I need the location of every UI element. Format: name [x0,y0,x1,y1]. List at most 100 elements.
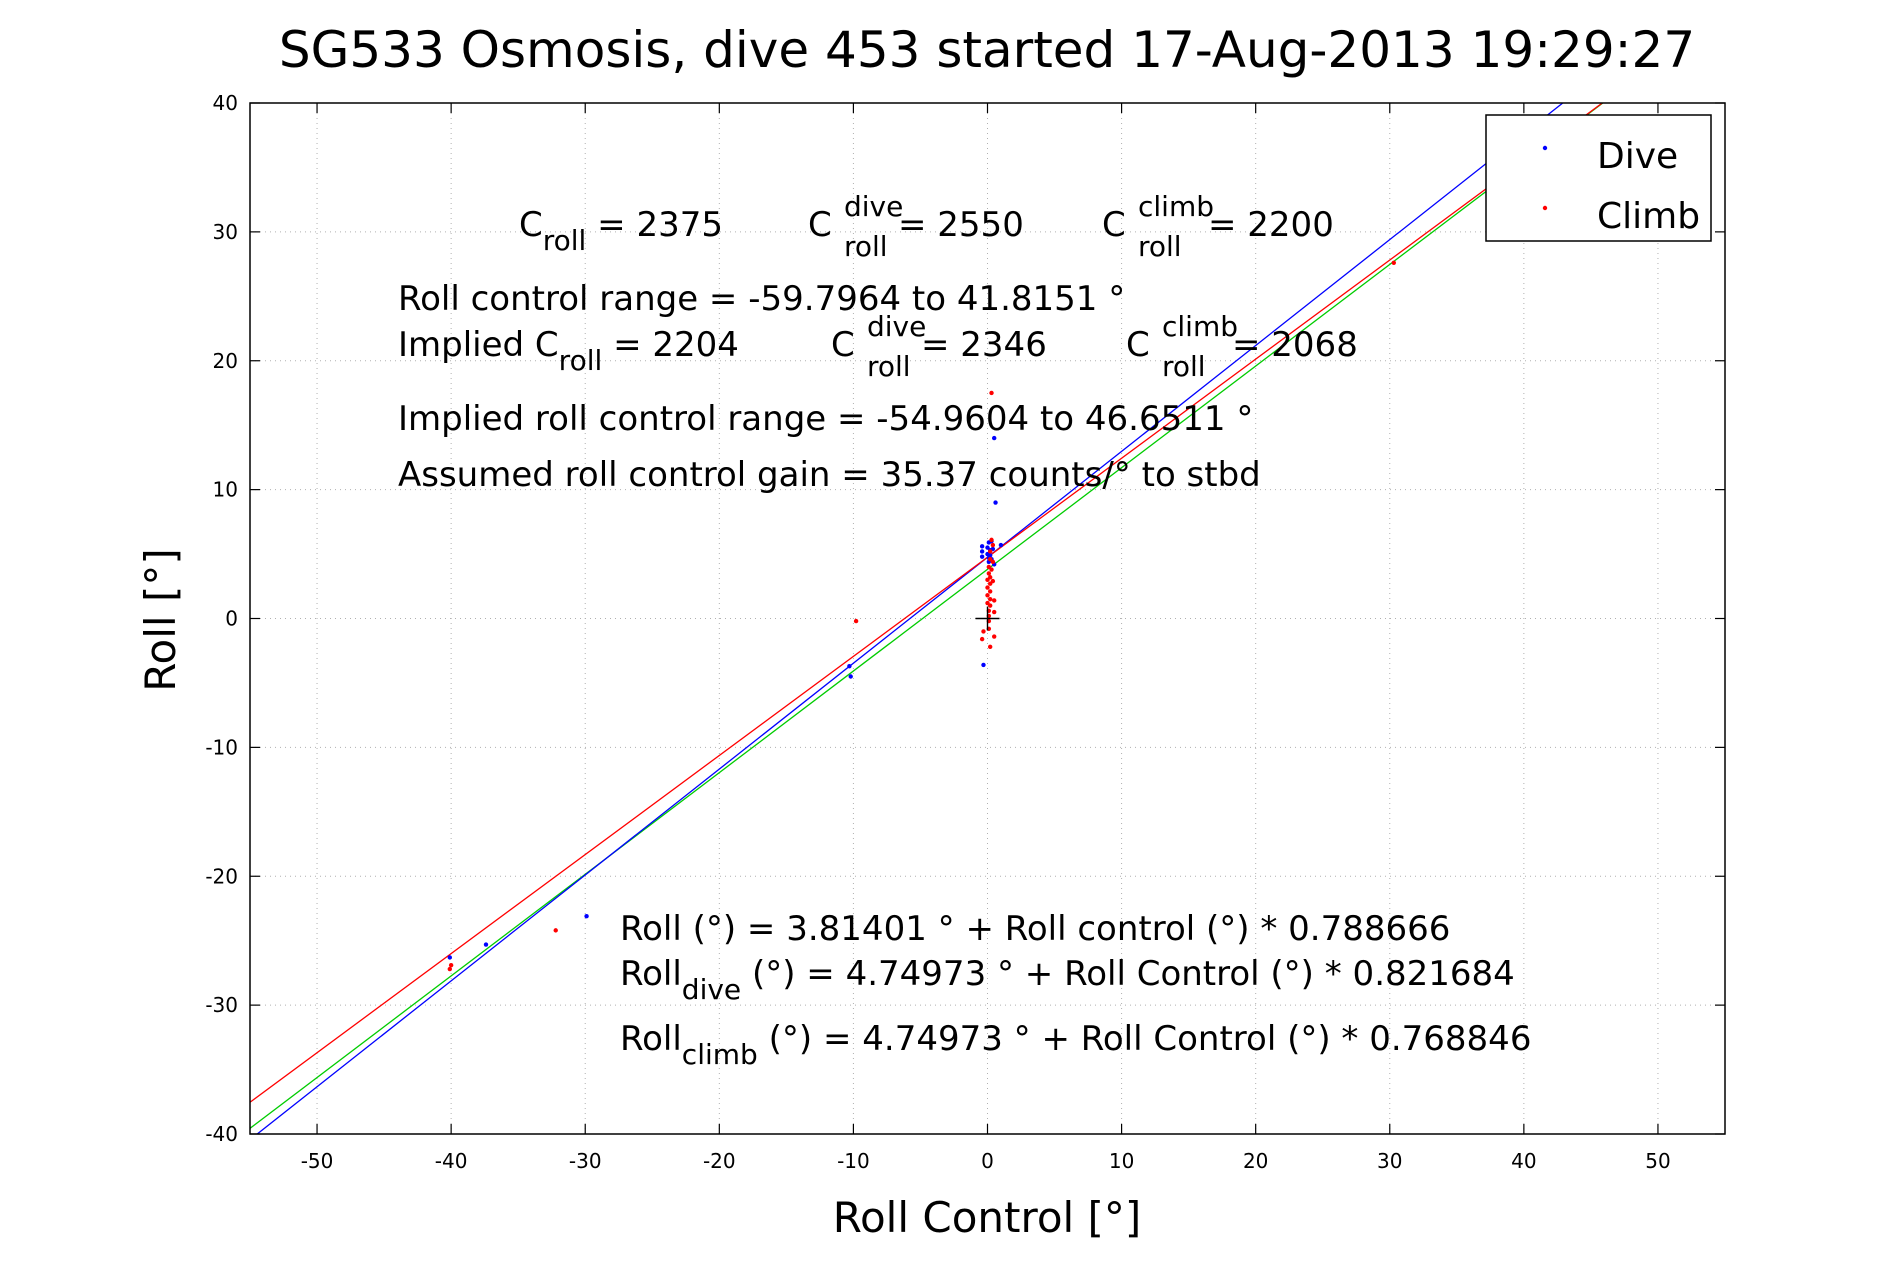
origin-cross [975,606,1000,631]
x-tick-label: -20 [703,1149,736,1173]
y-tick-label: -10 [205,735,238,759]
annotation-implied-c-roll: Implied Croll = 2204 [398,325,739,377]
annotation-gain: Assumed roll control gain = 35.37 counts… [398,455,1261,495]
data-point-climb [989,537,994,543]
x-tick-label: 40 [1511,1149,1536,1173]
data-point-dive [992,435,997,441]
data-point-dive [847,663,852,669]
data-point-climb [853,618,859,624]
x-tick-label: -10 [837,1149,870,1173]
data-point-climb [987,644,993,650]
data-point-climb [986,571,992,576]
data-point-dive [584,914,589,919]
data-point-climb [990,542,996,548]
svg-text:= 2550: = 2550 [898,205,1024,245]
grid [250,102,1725,1135]
annotation-fit-climb: Rollclimb (°) = 4.74973 ° + Roll Control… [620,1019,1531,1071]
legend-dive-label: Dive [1597,136,1678,177]
annotation-fit-dive: Rolldive (°) = 4.74973 ° + Roll Control … [620,954,1515,1006]
y-tick-label: 40 [213,91,238,115]
data-points [447,260,1396,972]
data-point-climb [989,567,994,572]
x-tick-label: 20 [1243,1149,1268,1173]
data-point-climb [987,575,993,580]
x-tick-label: 50 [1645,1149,1670,1173]
data-point-climb [987,596,993,602]
svg-text:Rollclimb (°) = 4.74973 ° + Ro: Rollclimb (°) = 4.74973 ° + Roll Control… [620,1019,1531,1071]
annotation-fit-all: Roll (°) = 3.81401 ° + Roll control (°) … [620,909,1450,949]
y-tick-label: -20 [205,864,238,888]
data-point-climb [992,598,997,603]
data-point-climb [553,928,558,933]
data-point-climb [981,629,986,634]
x-tick-label: -40 [435,1149,468,1173]
legend-climb-marker [1542,205,1548,211]
y-tick-label: 10 [213,478,238,502]
fit-line [250,103,1604,1129]
data-point-dive [979,549,985,554]
y-tick-label: -40 [205,1122,238,1146]
x-axis-label: Roll Control [°] [833,1193,1142,1242]
x-tick-label: -50 [301,1149,334,1173]
data-point-climb [987,549,993,554]
svg-text:= 2200: = 2200 [1208,205,1334,245]
chart-title: SG533 Osmosis, dive 453 started 17-Aug-2… [279,21,1695,79]
data-point-dive [483,942,489,947]
data-point-climb [987,603,993,608]
svg-text:roll: roll [1162,350,1206,383]
svg-text:= 2068: = 2068 [1232,325,1358,365]
svg-text:= 2346: = 2346 [921,325,1047,365]
annotation-implied-range: Implied roll control range = -54.9604 to… [398,399,1253,439]
svg-text:roll: roll [844,230,888,263]
x-tick-label: 10 [1109,1149,1134,1173]
svg-text:climb: climb [1138,190,1214,223]
svg-text:dive: dive [844,190,903,223]
data-point-climb [448,962,454,968]
svg-text:dive: dive [867,310,926,343]
data-point-climb [990,559,996,564]
y-tick-label: 0 [225,607,238,631]
data-point-dive [993,500,998,505]
svg-text:roll: roll [1138,230,1182,263]
legend-box [1485,114,1712,242]
y-tick-labels: 40 30 20 10 0 -10 -20 -30 -40 [205,91,238,1146]
data-point-climb [985,593,990,598]
data-point-climb [447,966,452,972]
data-point-dive [979,554,985,559]
data-point-climb [979,636,985,642]
svg-text:C: C [831,325,855,365]
y-tick-label: 30 [213,220,238,244]
annotation-c-roll-dive: C dive roll = 2550 [808,190,1024,263]
data-point-dive [447,955,452,960]
data-point-climb [1391,260,1396,266]
data-point-climb [985,585,990,590]
svg-text:C: C [1126,325,1150,365]
ticks [250,102,1725,1135]
y-axis-label: Roll [°] [136,548,185,691]
y-tick-label: -30 [205,993,238,1017]
data-point-dive [979,544,985,549]
svg-text:Implied Croll = 2204: Implied Croll = 2204 [398,325,739,377]
legend-climb-label: Climb [1597,196,1700,237]
data-point-climb [992,609,997,615]
x-tick-labels: -50 -40 -30 -20 -10 0 10 20 30 40 50 [301,1149,1671,1173]
annotation-implied-c-roll-dive: C dive roll = 2346 [831,310,1047,383]
legend: Dive Climb [1485,114,1712,242]
annotation-c-roll-climb: C climb roll = 2200 [1102,190,1334,263]
data-point-climb [989,390,994,396]
data-point-climb [990,578,996,584]
y-tick-label: 20 [213,349,238,373]
svg-text:climb: climb [1162,310,1238,343]
legend-dive-marker [1542,145,1548,151]
data-point-dive [848,674,853,679]
svg-text:Croll = 2375: Croll = 2375 [519,205,723,257]
svg-text:roll: roll [867,350,911,383]
annotation-c-roll: Croll = 2375 [519,205,723,257]
x-tick-label: 30 [1377,1149,1402,1173]
x-tick-label: 0 [981,1149,994,1173]
data-point-climb [992,634,997,639]
svg-text:Rolldive (°) = 4.74973 ° + Rol: Rolldive (°) = 4.74973 ° + Roll Control … [620,954,1515,1006]
data-point-dive [981,662,986,668]
